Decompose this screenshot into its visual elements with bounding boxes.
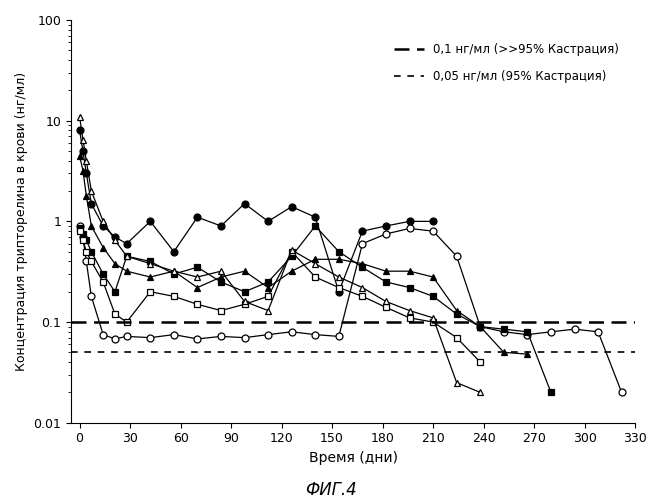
- Text: ФИГ.4: ФИГ.4: [305, 481, 357, 499]
- Legend: 0,1 нг/мл (>>95% Кастрация), 0,05 нг/мл (95% Кастрация): 0,1 нг/мл (>>95% Кастрация), 0,05 нг/мл …: [389, 38, 624, 88]
- Y-axis label: Концентрация трипторелина в крови (нг/мл): Концентрация трипторелина в крови (нг/мл…: [15, 72, 28, 371]
- X-axis label: Время (дни): Время (дни): [308, 451, 398, 465]
